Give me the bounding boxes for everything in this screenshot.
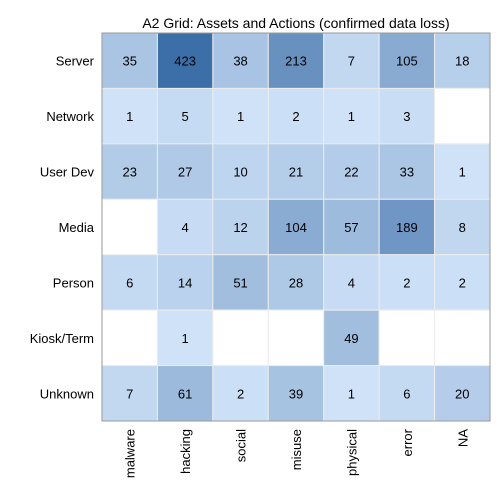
cell-value-label: 20: [455, 386, 469, 401]
cell-value-label: 213: [285, 54, 307, 69]
cell-value-label: 189: [396, 220, 418, 235]
cell-value-label: 23: [122, 165, 136, 180]
x-tick-label-na: NA: [455, 429, 470, 447]
cell-value-label: 423: [174, 54, 196, 69]
cell-value-label: 22: [344, 165, 358, 180]
cell-value-label: 104: [285, 220, 307, 235]
heatmap-cell-kiosk-term-malware: [102, 310, 157, 365]
cell-value-label: 6: [403, 386, 410, 401]
cell-value-label: 2: [292, 109, 299, 124]
cell-value-label: 1: [182, 331, 189, 346]
cell-value-label: 1: [126, 109, 133, 124]
heatmap-cell-media-malware: [102, 199, 157, 254]
heatmap-cell-network-na: [435, 88, 490, 143]
cell-value-label: 105: [396, 54, 418, 69]
x-tick-label-misuse: misuse: [289, 429, 304, 470]
y-tick-label-server: Server: [56, 54, 95, 69]
x-tick-label-hacking: hacking: [178, 429, 193, 474]
cell-value-label: 2: [459, 275, 466, 290]
y-tick-label-unknown: Unknown: [40, 386, 94, 401]
cell-value-label: 1: [237, 109, 244, 124]
x-tick-label-error: error: [400, 428, 415, 456]
cell-value-label: 33: [400, 165, 414, 180]
cell-value-label: 2: [237, 386, 244, 401]
cell-value-label: 1: [348, 109, 355, 124]
cell-value-label: 7: [348, 54, 355, 69]
x-tick-labels: malware hacking social misuse physical error N…: [123, 428, 471, 478]
cell-value-label: 39: [289, 386, 303, 401]
cell-value-label: 28: [289, 275, 303, 290]
y-tick-label-kiosk-term: Kiosk/Term: [30, 331, 94, 346]
cell-value-label: 4: [182, 220, 189, 235]
heatmap-cell-kiosk-term-na: [435, 310, 490, 365]
y-tick-label-network: Network: [46, 109, 94, 124]
cell-value-label: 35: [122, 54, 136, 69]
cell-value-label: 38: [233, 54, 247, 69]
cell-value-label: 4: [348, 275, 355, 290]
cell-value-label: 57: [344, 220, 358, 235]
chart-title: A2 Grid: Assets and Actions (confirmed d…: [142, 15, 449, 31]
cell-value-label: 2: [403, 275, 410, 290]
cell-value-label: 49: [344, 331, 358, 346]
cell-value-label: 61: [178, 386, 192, 401]
y-tick-label-user-dev: User Dev: [40, 165, 95, 180]
heatmap-cell-kiosk-term-misuse: [268, 310, 323, 365]
cell-value-label: 12: [233, 220, 247, 235]
heatmap-cell-kiosk-term-social: [213, 310, 268, 365]
cell-value-label: 10: [233, 165, 247, 180]
x-tick-label-physical: physical: [344, 429, 359, 476]
x-tick-label-social: social: [234, 429, 249, 462]
y-tick-labels: Server Network User Dev Media Person Kiosk/Te…: [30, 54, 95, 402]
cell-value-label: 3: [403, 109, 410, 124]
cell-value-label: 6: [126, 275, 133, 290]
y-tick-label-person: Person: [53, 275, 94, 290]
cell-value-label: 14: [178, 275, 192, 290]
y-tick-label-media: Media: [59, 220, 95, 235]
cell-value-label: 5: [182, 109, 189, 124]
cell-value-label: 1: [459, 165, 466, 180]
cell-value-label: 21: [289, 165, 303, 180]
cell-value-label: 8: [459, 220, 466, 235]
heatmap-cell-kiosk-term-error: [379, 310, 434, 365]
cell-value-label: 51: [233, 275, 247, 290]
cell-value-label: 1: [348, 386, 355, 401]
cell-value-label: 18: [455, 54, 469, 69]
cell-value-label: 7: [126, 386, 133, 401]
x-tick-label-malware: malware: [123, 429, 138, 478]
cell-value-label: 27: [178, 165, 192, 180]
